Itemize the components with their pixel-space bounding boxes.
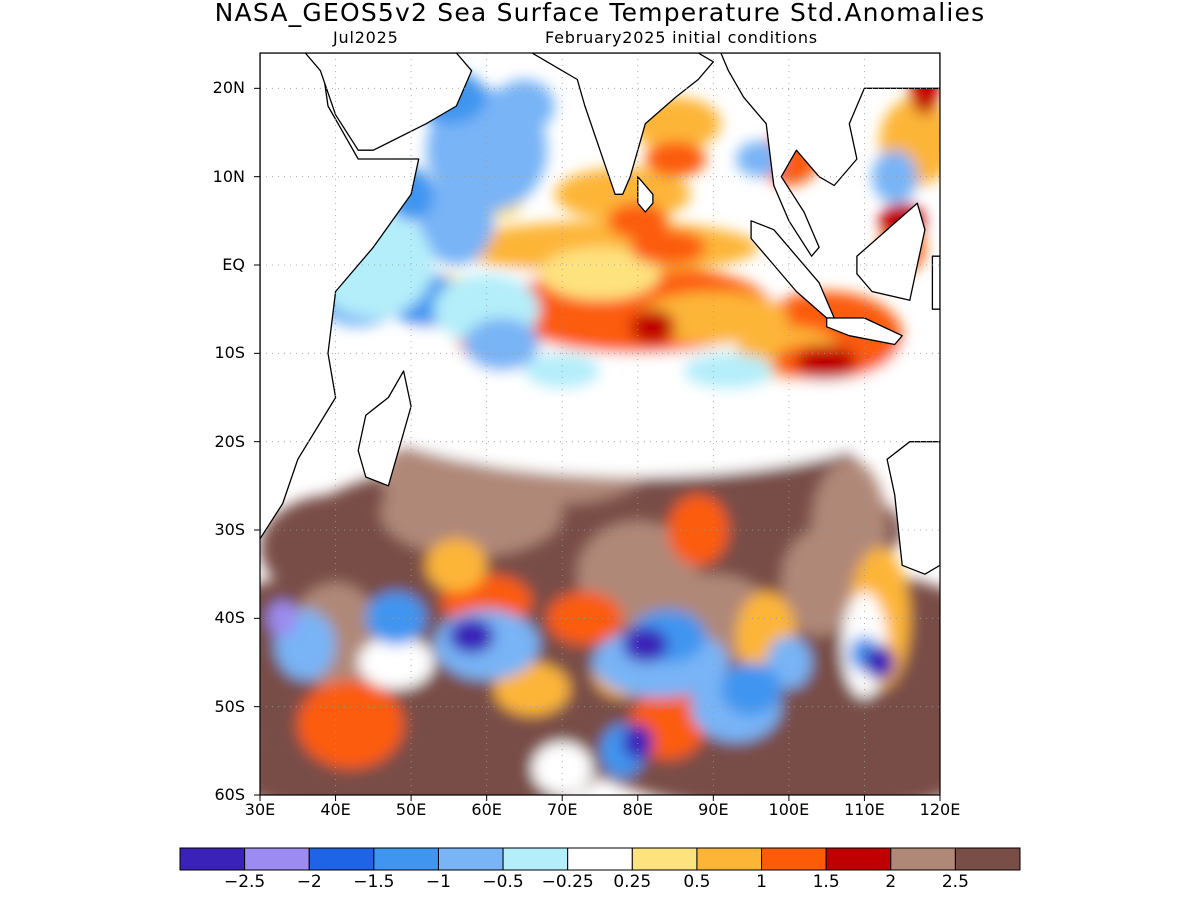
colorbar-label: −1.5 bbox=[353, 872, 395, 892]
anomaly-patch bbox=[872, 150, 918, 204]
lon-tick-label: 110E bbox=[844, 800, 885, 819]
anomaly-patch bbox=[622, 627, 668, 663]
lon-tick-label: 80E bbox=[622, 800, 653, 819]
land-mainland-asia bbox=[720, 53, 940, 257]
anomaly-patch bbox=[766, 636, 812, 689]
colorbar-swatch bbox=[761, 847, 827, 871]
lat-tick-label: 30S bbox=[214, 520, 245, 539]
anomaly-patch bbox=[781, 530, 857, 636]
colorbar-label: 2.5 bbox=[941, 872, 969, 892]
land-sri-lanka bbox=[637, 176, 654, 213]
land-africa bbox=[260, 53, 420, 540]
lat-tick-label: 60S bbox=[214, 785, 245, 804]
lon-tick-label: 60E bbox=[471, 800, 502, 819]
colorbar-swatch bbox=[179, 847, 246, 871]
lat-tick-label: EQ bbox=[222, 255, 245, 274]
colorbar-swatch bbox=[308, 847, 375, 871]
gridlines bbox=[260, 53, 940, 795]
colorbar-swatch bbox=[437, 847, 504, 871]
anomaly-patch bbox=[464, 318, 540, 371]
anomaly-patch bbox=[358, 636, 434, 689]
anomaly-patch bbox=[260, 494, 412, 601]
land-arabia bbox=[304, 53, 473, 151]
colorbar-label: 1.5 bbox=[812, 872, 840, 892]
colorbar-swatch bbox=[696, 847, 763, 871]
anomaly-patch bbox=[864, 644, 895, 681]
colorbar-swatch bbox=[890, 847, 956, 871]
lon-tick-label: 40E bbox=[320, 800, 351, 819]
lon-tick-label: 30E bbox=[244, 800, 276, 819]
lon-tick-label: 50E bbox=[395, 800, 427, 819]
axis-ticks bbox=[254, 87, 941, 801]
anomaly-patch bbox=[448, 618, 495, 654]
anomaly-patch bbox=[297, 680, 404, 769]
colorbar-label: −2 bbox=[296, 872, 322, 892]
forecast-month: Jul2025 bbox=[333, 28, 399, 47]
colorbar-swatch bbox=[502, 847, 569, 871]
anomaly-patch bbox=[418, 176, 495, 265]
anomaly-patch bbox=[683, 353, 774, 389]
anomaly-patch bbox=[796, 344, 857, 380]
land-borneo bbox=[856, 202, 926, 301]
anomaly-patch bbox=[532, 742, 593, 795]
anomaly-patch bbox=[720, 662, 782, 716]
colorbar-swatch bbox=[373, 847, 439, 871]
colorbar-label: −0.5 bbox=[482, 872, 524, 892]
anomaly-patch bbox=[630, 229, 706, 265]
anomaly-patch bbox=[630, 309, 676, 345]
lat-tick-label: 10S bbox=[214, 343, 245, 363]
anomaly-patch bbox=[267, 600, 298, 636]
lat-tick-label: 20S bbox=[214, 431, 245, 451]
colorbar-label: 0.25 bbox=[613, 872, 652, 892]
lat-tick-label: 40S bbox=[214, 608, 245, 628]
lon-tick-label: 90E bbox=[698, 800, 729, 819]
anomaly-patch bbox=[494, 662, 570, 716]
land-masses bbox=[260, 53, 940, 575]
lon-tick-label: 120E bbox=[919, 800, 961, 819]
land-sulawesi bbox=[931, 255, 940, 310]
lat-tick-label: 10N bbox=[212, 166, 245, 186]
initial-conditions: February2025 initial conditions bbox=[545, 28, 818, 47]
anomaly-patch bbox=[645, 141, 706, 177]
anomaly-patch bbox=[607, 203, 668, 239]
anomaly-patch bbox=[622, 724, 653, 760]
lat-tick-label: 20N bbox=[212, 78, 245, 98]
colorbar-swatch bbox=[244, 847, 310, 871]
colorbar-label: 2 bbox=[885, 872, 897, 892]
anomaly-patch bbox=[539, 247, 661, 301]
colorbar-label: 0.5 bbox=[683, 872, 711, 892]
anomaly-patch bbox=[380, 441, 472, 513]
land-madagascar bbox=[357, 370, 412, 487]
anomaly-patch bbox=[494, 79, 555, 133]
colorbar-swatch bbox=[567, 847, 633, 871]
colorbar-label: 1 bbox=[756, 872, 767, 892]
land-india bbox=[531, 53, 714, 195]
colorbar-swatch bbox=[954, 847, 1021, 871]
colorbar-label: −0.25 bbox=[541, 872, 594, 892]
lon-tick-label: 100E bbox=[768, 800, 810, 819]
colorbar-label: −2.5 bbox=[223, 872, 266, 892]
lon-tick-label: 70E bbox=[546, 800, 578, 819]
plot-frame bbox=[259, 52, 941, 796]
anomaly-patch bbox=[675, 724, 940, 795]
colorbar-swatch bbox=[631, 847, 698, 871]
colorbar-label: −1 bbox=[425, 872, 451, 892]
lat-tick-label: 50S bbox=[214, 696, 245, 716]
colorbar-swatch bbox=[825, 847, 892, 871]
anomaly-patch bbox=[426, 538, 487, 592]
colorbar bbox=[179, 847, 1021, 871]
map-title: NASA_GEOS5v2 Sea Surface Temperature Std… bbox=[214, 0, 986, 27]
